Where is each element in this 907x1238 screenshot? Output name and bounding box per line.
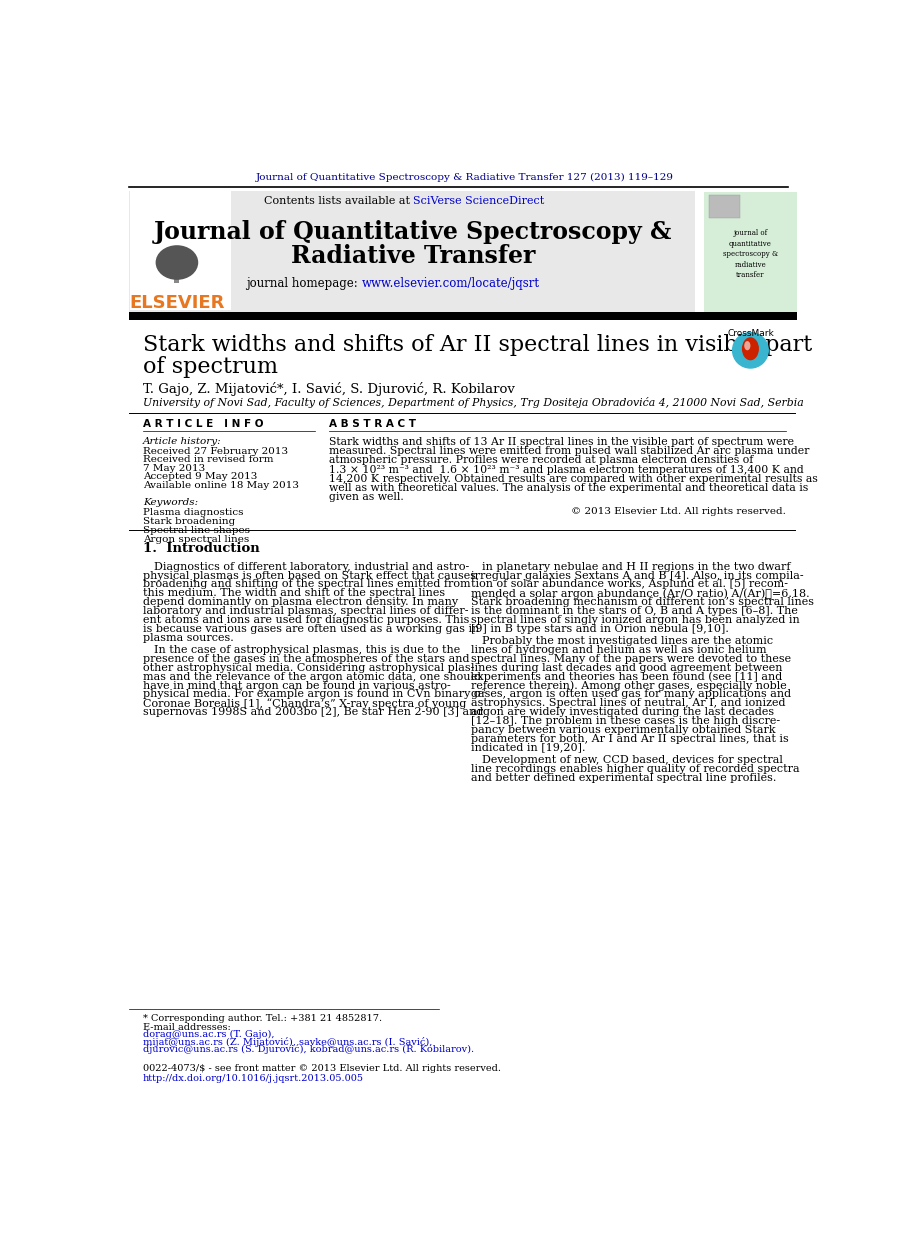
FancyBboxPatch shape bbox=[174, 267, 180, 284]
Text: SciVerse ScienceDirect: SciVerse ScienceDirect bbox=[414, 196, 544, 206]
Text: have in mind that argon can be found in various astro-: have in mind that argon can be found in … bbox=[142, 681, 451, 691]
Text: 1.3 × 10²³ m⁻³ and  1.6 × 10²³ m⁻³ and plasma electron temperatures of 13,400 K : 1.3 × 10²³ m⁻³ and 1.6 × 10²³ m⁻³ and pl… bbox=[329, 464, 804, 474]
Text: T. Gajo, Z. Mijatović*, I. Savić, S. Djurović, R. Kobilarov: T. Gajo, Z. Mijatović*, I. Savić, S. Dju… bbox=[142, 381, 514, 396]
Text: in planetary nebulae and H II regions in the two dwarf: in planetary nebulae and H II regions in… bbox=[483, 562, 791, 572]
Text: E-mail addresses:: E-mail addresses: bbox=[142, 1024, 234, 1032]
Text: Radiative Transfer: Radiative Transfer bbox=[291, 244, 535, 269]
Text: Stark broadening: Stark broadening bbox=[142, 517, 235, 526]
Text: plasma sources.: plasma sources. bbox=[142, 633, 234, 643]
Text: A R T I C L E   I N F O: A R T I C L E I N F O bbox=[142, 420, 263, 430]
Text: experiments and theories has been found (see [11] and: experiments and theories has been found … bbox=[472, 671, 783, 682]
Text: astrophysics. Spectral lines of neutral, Ar I, and ionized: astrophysics. Spectral lines of neutral,… bbox=[472, 698, 786, 708]
Text: Journal of Quantitative Spectroscopy &: Journal of Quantitative Spectroscopy & bbox=[154, 219, 672, 244]
Text: Stark widths and shifts of Ar II spectral lines in visible part: Stark widths and shifts of Ar II spectra… bbox=[142, 334, 812, 355]
Text: Received 27 February 2013: Received 27 February 2013 bbox=[142, 447, 288, 456]
Text: www.elsevier.com/locate/jqsrt: www.elsevier.com/locate/jqsrt bbox=[361, 277, 540, 290]
FancyBboxPatch shape bbox=[129, 312, 797, 321]
Text: is the dominant in the stars of O, B and A types [6–8]. The: is the dominant in the stars of O, B and… bbox=[472, 605, 798, 617]
Text: given as well.: given as well. bbox=[329, 493, 404, 503]
Text: physical plasmas is often based on Stark effect that causes: physical plasmas is often based on Stark… bbox=[142, 571, 476, 581]
Text: laboratory and industrial plasmas, spectral lines of differ-: laboratory and industrial plasmas, spect… bbox=[142, 605, 468, 617]
Text: parameters for both, Ar I and Ar II spectral lines, that is: parameters for both, Ar I and Ar II spec… bbox=[472, 734, 789, 744]
Text: Diagnostics of different laboratory, industrial and astro-: Diagnostics of different laboratory, ind… bbox=[153, 562, 469, 572]
FancyBboxPatch shape bbox=[131, 188, 231, 311]
Text: spectral lines of singly ionized argon has been analyzed in: spectral lines of singly ionized argon h… bbox=[472, 615, 800, 625]
Text: physical media. For example argon is found in CVn binary σ²: physical media. For example argon is fou… bbox=[142, 690, 486, 699]
Text: ELSEVIER: ELSEVIER bbox=[129, 293, 225, 312]
Text: presence of the gases in the atmospheres of the stars and: presence of the gases in the atmospheres… bbox=[142, 654, 469, 664]
Text: Development of new, CCD based, devices for spectral: Development of new, CCD based, devices f… bbox=[483, 755, 783, 765]
Text: Keywords:: Keywords: bbox=[142, 498, 198, 508]
Text: ent atoms and ions are used for diagnostic purposes. This: ent atoms and ions are used for diagnost… bbox=[142, 615, 469, 625]
Text: Stark broadening mechanism of different ion’s spectral lines: Stark broadening mechanism of different … bbox=[472, 597, 814, 607]
Text: 7 May 2013: 7 May 2013 bbox=[142, 463, 205, 473]
Text: indicated in [19,20].: indicated in [19,20]. bbox=[472, 743, 586, 753]
Text: argon are widely investigated during the last decades: argon are widely investigated during the… bbox=[472, 707, 775, 717]
Text: lines during last decades and good agreement between: lines during last decades and good agree… bbox=[472, 662, 783, 673]
Text: Coronae Borealis [1], “Chandra’s” X-ray spectra of young: Coronae Borealis [1], “Chandra’s” X-ray … bbox=[142, 698, 466, 708]
Text: djurovic@uns.ac.rs (S. Djurović), kobrad@uns.ac.rs (R. Kobilarov).: djurovic@uns.ac.rs (S. Djurović), kobrad… bbox=[142, 1045, 474, 1055]
Text: tion of solar abundance works, Asplund et al. [5] recom-: tion of solar abundance works, Asplund e… bbox=[472, 579, 788, 589]
Text: lines of hydrogen and helium as well as ionic helium: lines of hydrogen and helium as well as … bbox=[472, 645, 767, 655]
Text: pancy between various experimentally obtained Stark: pancy between various experimentally obt… bbox=[472, 725, 776, 735]
Text: University of Novi Sad, Faculty of Sciences, Department of Physics, Trg Dositeja: University of Novi Sad, Faculty of Scien… bbox=[142, 397, 804, 409]
Text: * Corresponding author. Tel.: +381 21 4852817.: * Corresponding author. Tel.: +381 21 48… bbox=[142, 1014, 382, 1023]
Text: supernovas 1998S and 2003bo [2], Be star Hen 2-90 [3] and: supernovas 1998S and 2003bo [2], Be star… bbox=[142, 707, 483, 717]
Text: gases, argon is often used gas for many applications and: gases, argon is often used gas for many … bbox=[472, 690, 792, 699]
Ellipse shape bbox=[156, 245, 199, 280]
Ellipse shape bbox=[745, 340, 750, 350]
Text: journal homepage:: journal homepage: bbox=[246, 277, 361, 290]
Text: 0022-4073/$ - see front matter © 2013 Elsevier Ltd. All rights reserved.: 0022-4073/$ - see front matter © 2013 El… bbox=[142, 1065, 501, 1073]
Text: mas and the relevance of the argon atomic data, one should: mas and the relevance of the argon atomi… bbox=[142, 672, 481, 682]
Text: Accepted 9 May 2013: Accepted 9 May 2013 bbox=[142, 472, 258, 482]
Text: and better defined experimental spectral line profiles.: and better defined experimental spectral… bbox=[472, 773, 776, 782]
Text: irregular galaxies Sextans A and B [4]. Also, in its compila-: irregular galaxies Sextans A and B [4]. … bbox=[472, 571, 804, 581]
Text: 1.  Introduction: 1. Introduction bbox=[142, 542, 259, 556]
FancyBboxPatch shape bbox=[708, 194, 739, 218]
Text: Contents lists available at: Contents lists available at bbox=[264, 196, 414, 206]
Text: Probably the most investigated lines are the atomic: Probably the most investigated lines are… bbox=[483, 636, 774, 646]
Text: Plasma diagnostics: Plasma diagnostics bbox=[142, 509, 243, 517]
Text: dorag@uns.ac.rs (T. Gajo),: dorag@uns.ac.rs (T. Gajo), bbox=[142, 1030, 274, 1040]
Text: Available online 18 May 2013: Available online 18 May 2013 bbox=[142, 480, 298, 489]
Text: mended a solar argon abundance (Ar/O ratio) A/(Ar)☉=6.18.: mended a solar argon abundance (Ar/O rat… bbox=[472, 588, 810, 598]
Text: line recordings enables higher quality of recorded spectra: line recordings enables higher quality o… bbox=[472, 764, 800, 774]
Text: Spectral line shapes: Spectral line shapes bbox=[142, 526, 249, 535]
FancyBboxPatch shape bbox=[704, 192, 797, 312]
Text: this medium. The width and shift of the spectral lines: this medium. The width and shift of the … bbox=[142, 588, 445, 598]
Text: Journal of Quantitative Spectroscopy & Radiative Transfer 127 (2013) 119–129: Journal of Quantitative Spectroscopy & R… bbox=[256, 173, 674, 182]
Text: A B S T R A C T: A B S T R A C T bbox=[329, 420, 415, 430]
Text: CrossMark: CrossMark bbox=[727, 329, 774, 338]
Text: Received in revised form: Received in revised form bbox=[142, 456, 273, 464]
Circle shape bbox=[733, 333, 768, 368]
Text: Article history:: Article history: bbox=[142, 437, 221, 447]
Text: In the case of astrophysical plasmas, this is due to the: In the case of astrophysical plasmas, th… bbox=[153, 645, 460, 655]
Text: measured. Spectral lines were emitted from pulsed wall stabilized Ar arc plasma : measured. Spectral lines were emitted fr… bbox=[329, 446, 809, 456]
Text: well as with theoretical values. The analysis of the experimental and theoretica: well as with theoretical values. The ana… bbox=[329, 483, 808, 493]
Text: other astrophysical media. Considering astrophysical plas-: other astrophysical media. Considering a… bbox=[142, 662, 474, 673]
Ellipse shape bbox=[742, 337, 759, 360]
Text: reference therein). Among other gases, especially noble: reference therein). Among other gases, e… bbox=[472, 681, 787, 691]
Text: http://dx.doi.org/10.1016/j.jqsrt.2013.05.005: http://dx.doi.org/10.1016/j.jqsrt.2013.0… bbox=[142, 1075, 364, 1083]
Text: broadening and shifting of the spectral lines emitted from: broadening and shifting of the spectral … bbox=[142, 579, 471, 589]
Text: depend dominantly on plasma electron density. In many: depend dominantly on plasma electron den… bbox=[142, 597, 458, 607]
Text: is because various gases are often used as a working gas in: is because various gases are often used … bbox=[142, 624, 479, 634]
Text: journal of
quantitative
spectroscopy &
radiative
transfer: journal of quantitative spectroscopy & r… bbox=[723, 229, 778, 279]
Text: [12–18]. The problem in these cases is the high discre-: [12–18]. The problem in these cases is t… bbox=[472, 716, 781, 725]
Text: [9] in B type stars and in Orion nebula [9,10].: [9] in B type stars and in Orion nebula … bbox=[472, 624, 729, 634]
Text: of spectrum: of spectrum bbox=[142, 357, 278, 379]
Text: 14,200 K respectively. Obtained results are compared with other experimental res: 14,200 K respectively. Obtained results … bbox=[329, 474, 817, 484]
Text: © 2013 Elsevier Ltd. All rights reserved.: © 2013 Elsevier Ltd. All rights reserved… bbox=[571, 508, 786, 516]
Text: atmospheric pressure. Profiles were recorded at plasma electron densities of: atmospheric pressure. Profiles were reco… bbox=[329, 456, 753, 465]
Text: Stark widths and shifts of 13 Ar II spectral lines in the visible part of spectr: Stark widths and shifts of 13 Ar II spec… bbox=[329, 437, 794, 447]
Text: Argon spectral lines: Argon spectral lines bbox=[142, 535, 249, 543]
Text: mijat@uns.ac.rs (Z. Mijatović), savke@uns.ac.rs (I. Savić),: mijat@uns.ac.rs (Z. Mijatović), savke@un… bbox=[142, 1037, 433, 1047]
FancyBboxPatch shape bbox=[129, 191, 695, 314]
Text: spectral lines. Many of the papers were devoted to these: spectral lines. Many of the papers were … bbox=[472, 654, 792, 664]
